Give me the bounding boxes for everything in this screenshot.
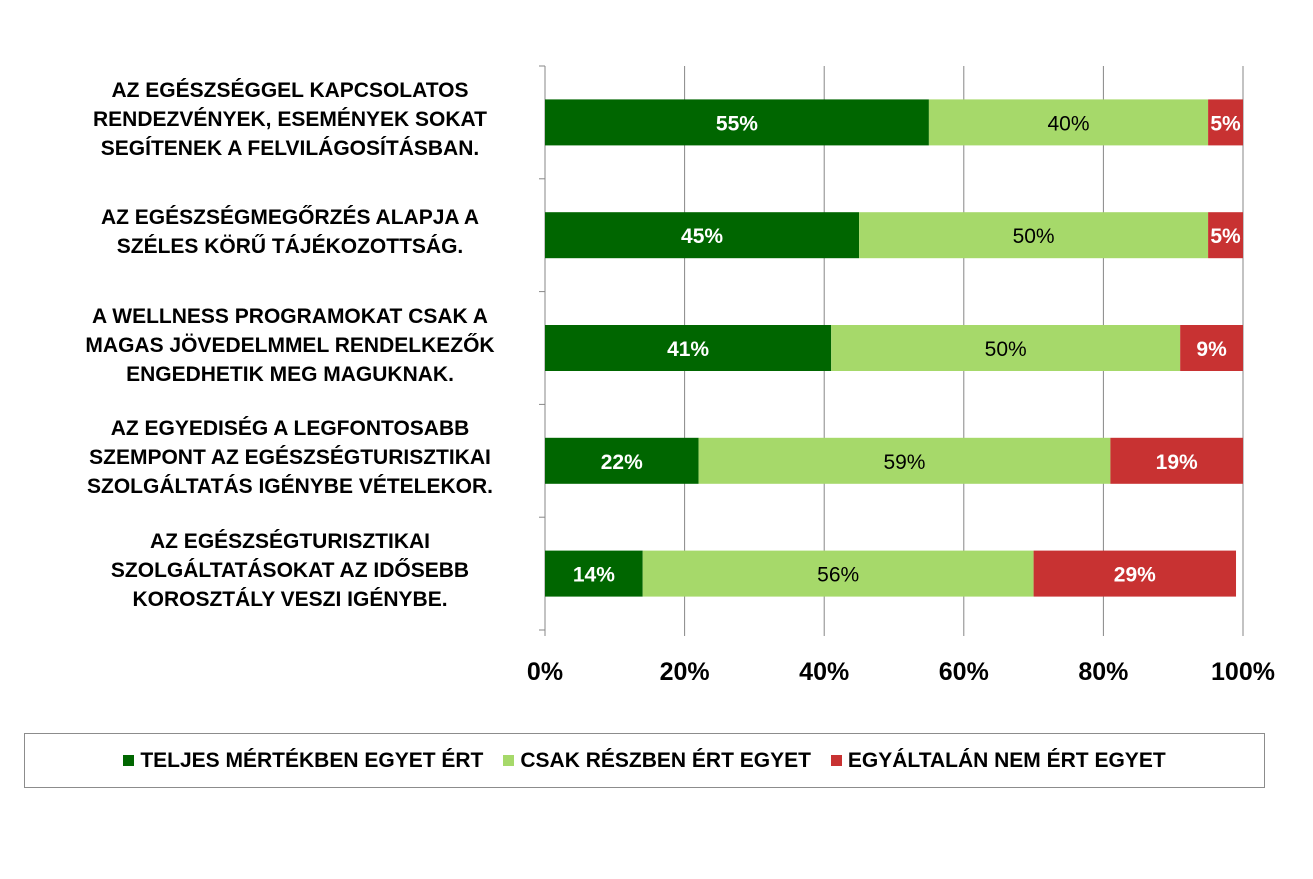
- data-label: 22%: [601, 451, 643, 474]
- legend-swatch: [503, 755, 515, 766]
- bar-segment-1: [545, 99, 929, 146]
- data-label: 5%: [1210, 112, 1241, 135]
- legend-swatch: [830, 755, 842, 766]
- bar-segment-1: [545, 325, 832, 371]
- data-label: 5%: [1210, 225, 1241, 248]
- x-tick-label: 80%: [1078, 658, 1128, 686]
- legend-label: EGYÁLTALÁN NEM ÉRT EGYET: [847, 748, 1166, 772]
- legend-swatch: [123, 755, 135, 766]
- data-label: 9%: [1196, 338, 1227, 361]
- legend: TELJES MÉRTÉKBEN EGYET ÉRT CSAK RÉSZBEN É…: [24, 733, 1265, 788]
- bar-segment-2: [642, 550, 1034, 597]
- x-tick-label: 60%: [939, 658, 989, 686]
- data-label: 56%: [817, 564, 859, 587]
- bar-segment-1: [545, 550, 643, 597]
- category-label: A WELLNESS PROGRAMOKAT CSAK A MAGAS JÖVE…: [85, 304, 495, 386]
- legend-item: CSAK RÉSZBEN ÉRT EGYET: [503, 749, 811, 773]
- bar-segment-2: [831, 325, 1181, 371]
- bar-segment-3: [1110, 437, 1243, 484]
- data-label: 14%: [573, 564, 615, 587]
- bar-segment-3: [1208, 212, 1243, 259]
- bar-segment-2: [859, 212, 1209, 259]
- bar-segment-1: [545, 437, 699, 484]
- x-tick-label: 0%: [527, 658, 563, 686]
- bar-segment-2: [928, 99, 1209, 146]
- legend-label: TELJES MÉRTÉKBEN EGYET ÉRT: [140, 748, 484, 772]
- x-tick-label: 40%: [799, 658, 849, 686]
- data-label: 45%: [681, 225, 723, 248]
- category-label: AZ EGYEDISÉG A LEGFONTOSABB SZEMPONT AZ …: [86, 417, 493, 499]
- legend-label: CSAK RÉSZBEN ÉRT EGYET: [520, 748, 811, 772]
- bar-segment-2: [698, 437, 1111, 484]
- legend-item: EGYÁLTALÁN NEM ÉRT EGYET: [830, 748, 1166, 773]
- category-label: AZ EGÉSZSÉGGEL KAPCSOLATOS RENDEZVÉNYEK,…: [92, 78, 487, 160]
- category-label: AZ EGÉSZSÉGTURISZTIKAI SZOLGÁLTATÁSOKAT …: [110, 530, 470, 612]
- data-label: 59%: [883, 451, 925, 474]
- data-label: 50%: [1013, 225, 1055, 248]
- x-tick-label: 100%: [1211, 658, 1275, 686]
- bar-segment-3: [1208, 99, 1243, 146]
- legend-item: TELJES MÉRTÉKBEN EGYET ÉRT: [123, 749, 483, 773]
- bar-segment-3: [1180, 325, 1243, 371]
- data-label: 19%: [1156, 451, 1198, 474]
- category-label: AZ EGÉSZSÉGMEGŐRZÉS ALAPJA A SZÉLES KÖRŰ…: [100, 206, 480, 259]
- bar-segment-3: [1033, 550, 1237, 597]
- data-label: 55%: [716, 112, 758, 135]
- data-label: 29%: [1114, 564, 1156, 587]
- data-label: 50%: [985, 338, 1027, 361]
- data-label: 41%: [667, 338, 709, 361]
- bar-segment-1: [545, 212, 860, 259]
- x-tick-label: 20%: [660, 658, 710, 686]
- data-label: 40%: [1047, 112, 1089, 135]
